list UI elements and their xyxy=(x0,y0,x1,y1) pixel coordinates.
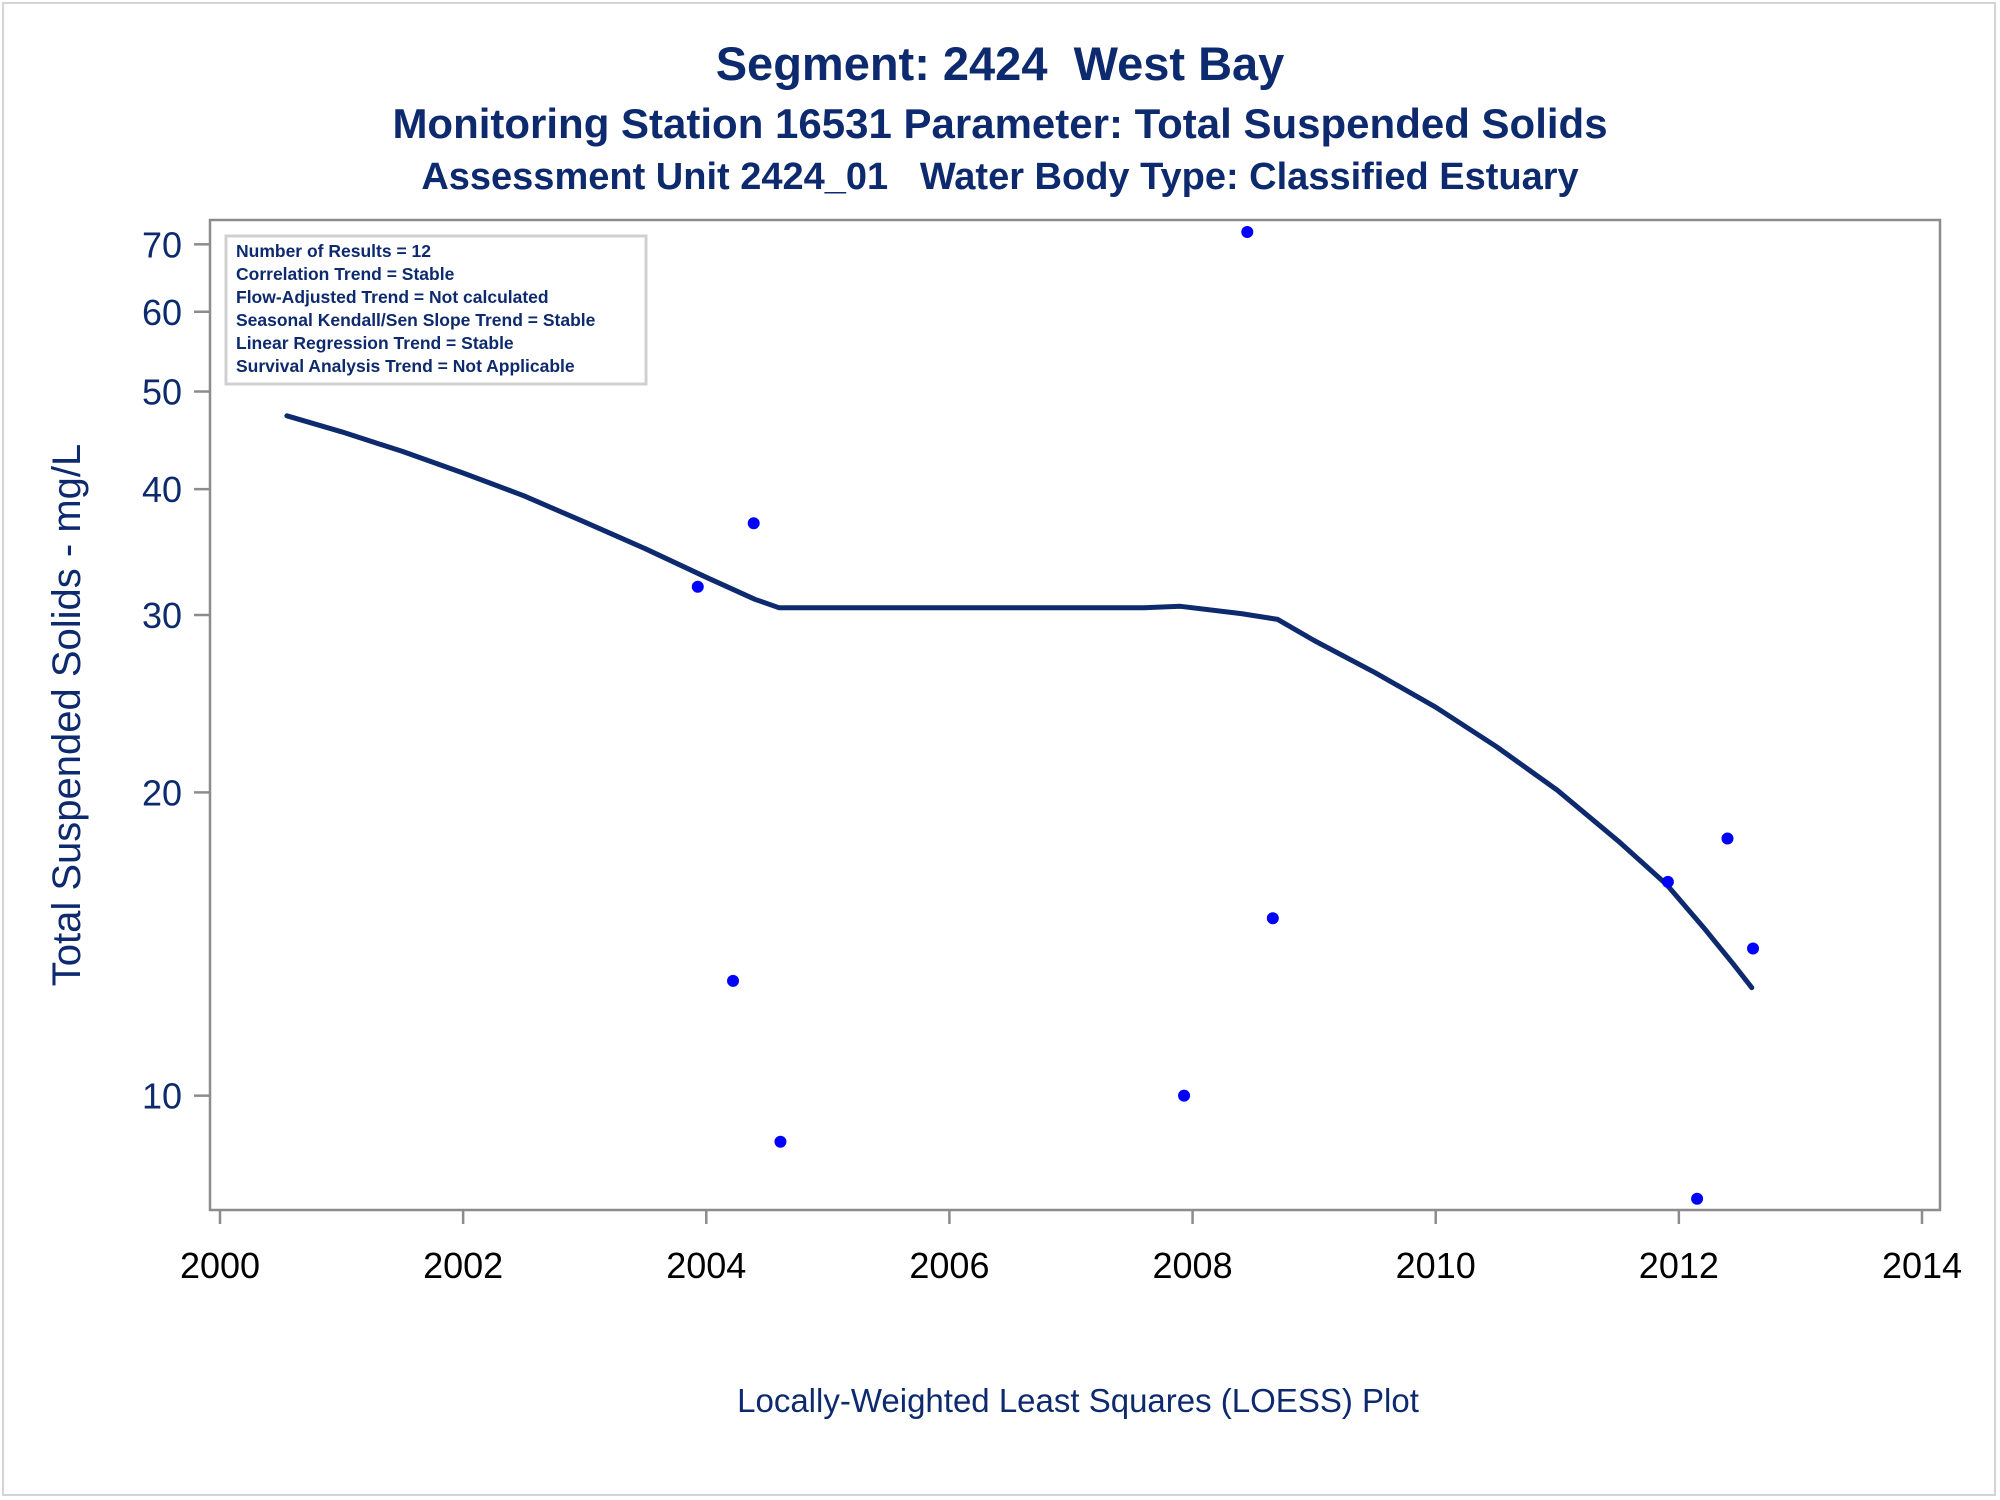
trend-summary-line: Number of Results = 12 xyxy=(236,241,431,261)
x-tick-label: 2014 xyxy=(1882,1245,1962,1286)
y-tick-label: 50 xyxy=(142,372,182,413)
y-tick-label: 60 xyxy=(142,292,182,333)
chart-subtitle-2: Assessment Unit 2424_01 Water Body Type:… xyxy=(421,156,1579,198)
trend-summary-box: Number of Results = 12 Correlation Trend … xyxy=(224,234,648,386)
y-axis: 10 20 30 40 50 60 70 xyxy=(142,224,210,1117)
y-tick-label: 10 xyxy=(142,1076,182,1117)
y-tick-label: 20 xyxy=(142,772,182,813)
y-tick-label: 30 xyxy=(142,595,182,636)
data-point xyxy=(1661,875,1674,888)
y-tick-label: 40 xyxy=(142,469,182,510)
data-point xyxy=(1721,832,1734,845)
x-tick-label: 2000 xyxy=(180,1245,260,1286)
data-point xyxy=(1178,1089,1191,1102)
x-tick-label: 2006 xyxy=(909,1245,989,1286)
data-point xyxy=(747,517,760,530)
x-axis-label: Locally-Weighted Least Squares (LOESS) P… xyxy=(737,1382,1419,1419)
x-tick-label: 2002 xyxy=(423,1245,503,1286)
data-point xyxy=(1691,1192,1704,1205)
x-tick-label: 2004 xyxy=(666,1245,746,1286)
y-tick-label: 70 xyxy=(142,224,182,265)
data-point xyxy=(1241,225,1254,238)
data-point xyxy=(691,580,704,593)
data-point xyxy=(774,1135,787,1148)
x-tick-label: 2008 xyxy=(1153,1245,1233,1286)
trend-summary-border xyxy=(224,234,648,386)
x-tick-label: 2010 xyxy=(1396,1245,1476,1286)
trend-summary-line: Flow-Adjusted Trend = Not calculated xyxy=(236,287,549,307)
trend-summary-line: Linear Regression Trend = Stable xyxy=(236,333,514,353)
trend-summary-line: Correlation Trend = Stable xyxy=(236,264,455,284)
data-points xyxy=(280,225,1760,1205)
x-axis: 2000 2002 2004 2006 2008 2010 2012 2014 xyxy=(180,1210,1962,1286)
x-tick-label: 2012 xyxy=(1639,1245,1719,1286)
data-point xyxy=(1747,942,1760,955)
plot-area xyxy=(208,218,1942,1212)
trend-summary-line: Survival Analysis Trend = Not Applicable xyxy=(236,356,575,376)
data-point xyxy=(727,974,740,987)
loess-line xyxy=(284,413,1755,991)
chart-title: Segment: 2424 West Bay xyxy=(715,37,1285,90)
y-axis-label: Total Suspended Solids - mg/L xyxy=(45,444,89,987)
trend-summary-line: Seasonal Kendall/Sen Slope Trend = Stabl… xyxy=(236,310,596,330)
chart-subtitle: Monitoring Station 16531 Parameter: Tota… xyxy=(392,100,1608,147)
data-point xyxy=(1266,912,1279,925)
